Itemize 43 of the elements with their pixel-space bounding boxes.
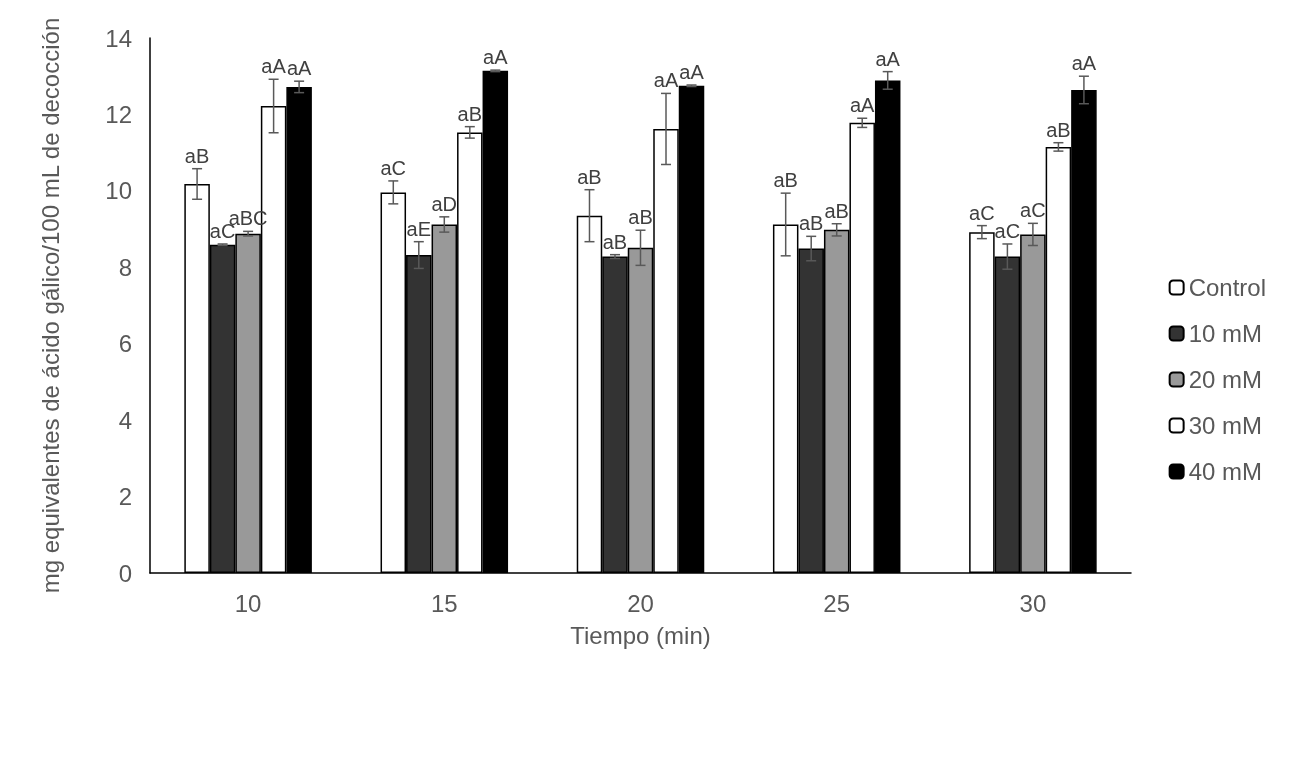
data-label: aA: [875, 47, 901, 70]
data-label: aA: [679, 61, 705, 83]
y-tick-label: 12: [105, 100, 132, 128]
y-tick-label: 8: [118, 253, 132, 281]
data-label: aC: [380, 156, 407, 179]
data-label: aB: [577, 165, 602, 188]
data-label: aA: [849, 94, 876, 117]
x-tick-label: 10: [234, 589, 262, 617]
y-tick-label: 14: [105, 24, 132, 52]
data-label: aC: [994, 219, 1021, 242]
data-label: aB: [628, 206, 653, 229]
data-label: aB: [184, 144, 210, 167]
data-label: aE: [406, 217, 432, 240]
legend-label: 40 mM: [1188, 458, 1262, 485]
x-axis-title: Tiempo (min): [570, 621, 711, 649]
y-tick-label: 10: [105, 177, 132, 205]
y-tick-label: 0: [118, 559, 132, 587]
data-label: aB: [457, 102, 483, 125]
data-label: aA: [653, 69, 679, 92]
y-tick-label: 6: [118, 330, 132, 358]
x-tick-label: 30: [1019, 589, 1047, 617]
data-label: aB: [773, 169, 798, 192]
data-label: aD: [431, 192, 458, 215]
data-label: aB: [824, 199, 849, 222]
y-tick-label: 2: [118, 483, 132, 511]
data-label: aA: [261, 55, 287, 78]
legend-label: 20 mM: [1188, 366, 1262, 393]
x-tick-label: 20: [627, 589, 654, 617]
legend-label: 30 mM: [1188, 412, 1262, 439]
data-label: aB: [798, 212, 824, 235]
data-label: aB: [1046, 118, 1071, 141]
legend-label: Control: [1188, 274, 1267, 301]
data-label: aB: [602, 230, 628, 253]
data-label: aC: [1020, 199, 1046, 222]
x-tick-label: 25: [823, 589, 851, 617]
legend-label: 10 mM: [1188, 320, 1262, 347]
x-tick-label: 15: [430, 589, 458, 617]
y-tick-label: 4: [118, 406, 132, 434]
y-axis-title: mg equivalentes de ácido gálico/100 mL de decocción: [36, 17, 64, 594]
data-label: aA: [483, 46, 509, 69]
data-label: aA: [1071, 52, 1097, 75]
data-label: aA: [286, 57, 312, 80]
data-label: aC: [969, 201, 995, 224]
